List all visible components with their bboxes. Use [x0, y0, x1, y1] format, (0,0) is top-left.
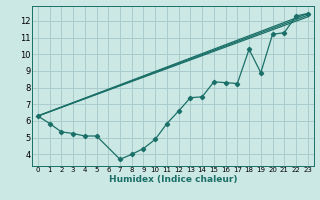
- X-axis label: Humidex (Indice chaleur): Humidex (Indice chaleur): [108, 175, 237, 184]
